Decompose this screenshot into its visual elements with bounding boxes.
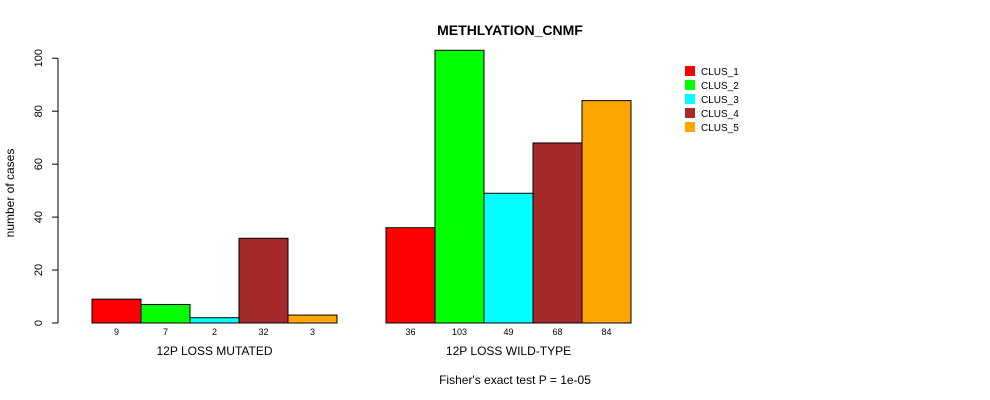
y-tick-label: 100 [33, 49, 45, 67]
legend-label: CLUS_1 [701, 67, 739, 78]
legend: CLUS_1 CLUS_2 CLUS_3 CLUS_4 CLUS_5 [685, 66, 739, 134]
bar-count-label: 7 [163, 327, 168, 337]
bar-clus-4-group-1 [238, 237, 289, 324]
bar-count-label: 68 [552, 327, 562, 337]
chart-title: METHLYATION_CNMF [437, 22, 583, 38]
legend-label: CLUS_5 [701, 123, 739, 134]
y-axis-label: number of cases [3, 149, 17, 238]
bar-clus-2-group-2 [434, 49, 485, 324]
bar-clus-5-group-2 [581, 100, 632, 324]
bar-count-label: 3 [310, 327, 315, 337]
count-labels: 9 7 2 32 3 36 103 49 68 84 [114, 327, 612, 337]
bar-clus-1-group-1 [91, 298, 142, 324]
bar-clus-4-group-2 [532, 142, 583, 324]
bar-clus-5-group-1 [287, 314, 338, 324]
bar-count-label: 36 [405, 327, 415, 337]
legend-swatch-clus-2 [685, 80, 695, 90]
fisher-test-footnote: Fisher's exact test P = 1e-05 [439, 373, 591, 387]
bar-count-label: 2 [212, 327, 217, 337]
group-labels: 12P LOSS MUTATED 12P LOSS WILD-TYPE [156, 344, 571, 358]
bar-count-label: 9 [114, 327, 119, 337]
legend-label: CLUS_4 [701, 109, 739, 120]
bar-count-label: 49 [503, 327, 513, 337]
bar-clus-3-group-2 [483, 192, 534, 324]
bar-count-label: 103 [452, 327, 467, 337]
legend-swatch-clus-5 [685, 122, 695, 132]
group-label-2: 12P LOSS WILD-TYPE [446, 344, 571, 358]
bar-count-label: 84 [601, 327, 611, 337]
y-tick-label: 40 [33, 211, 45, 223]
bar-count-label: 32 [258, 327, 268, 337]
bar-clus-2-group-1 [140, 303, 191, 324]
legend-swatch-clus-1 [685, 66, 695, 76]
y-tick-label: 80 [33, 105, 45, 117]
bar-clus-1-group-2 [385, 227, 436, 324]
legend-label: CLUS_2 [701, 81, 739, 92]
y-axis: 0 20 40 60 80 100 [33, 49, 59, 326]
legend-swatch-clus-3 [685, 94, 695, 104]
legend-swatch-clus-4 [685, 108, 695, 118]
bars [91, 49, 632, 324]
y-tick-label: 0 [33, 320, 45, 326]
legend-label: CLUS_3 [701, 95, 739, 106]
group-label-1: 12P LOSS MUTATED [156, 344, 272, 358]
y-tick-label: 20 [33, 264, 45, 276]
y-tick-label: 60 [33, 158, 45, 170]
bar-clus-3-group-1 [189, 317, 240, 324]
